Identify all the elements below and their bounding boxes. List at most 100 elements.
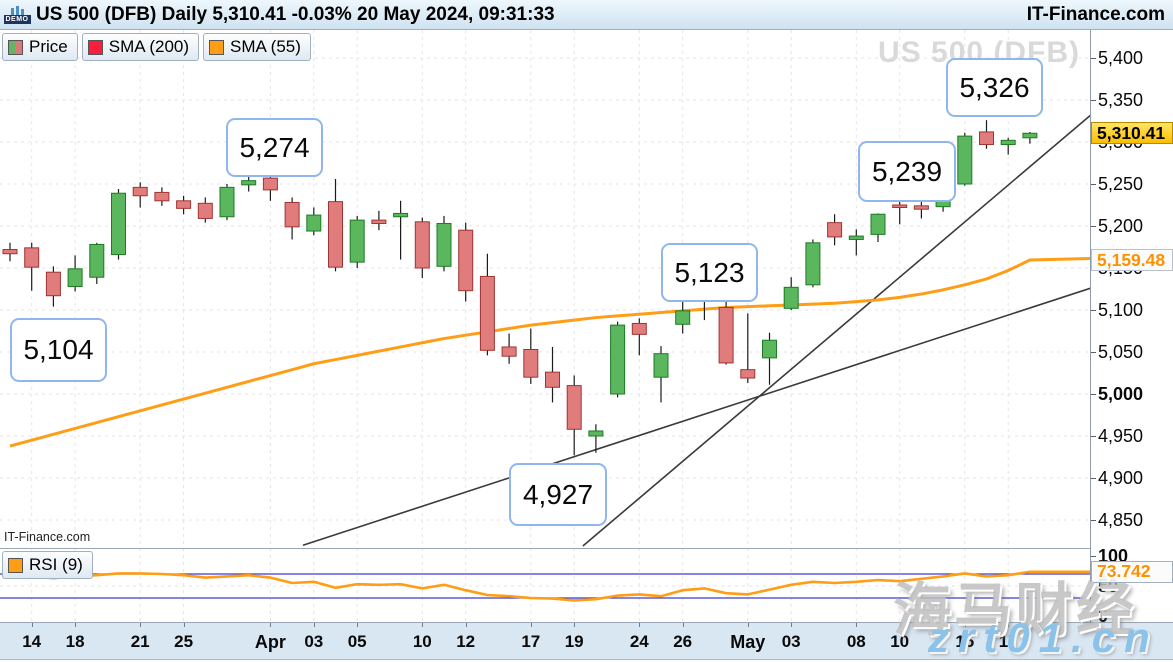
- date-tick: 21: [130, 632, 150, 651]
- tick-mark: [1091, 352, 1096, 353]
- tick-mark: [682, 623, 684, 627]
- date-tick: 15: [955, 632, 975, 651]
- brand-link[interactable]: IT-Finance.com: [1026, 3, 1165, 25]
- swing-label[interactable]: 5,274: [226, 118, 323, 177]
- panel-divider: [0, 548, 1173, 549]
- rsi-value-tag: 73.742: [1091, 560, 1173, 583]
- date-tick: 25: [174, 632, 194, 651]
- price-tick: 5,100: [1098, 300, 1144, 320]
- date-tick: May: [730, 632, 766, 652]
- sma200-swatch-icon: [87, 39, 103, 55]
- sma55-swatch-icon: [209, 39, 225, 55]
- price-swatch-icon: [8, 39, 23, 55]
- price-tick: 5,200: [1098, 216, 1144, 236]
- date-tick: 17: [998, 632, 1018, 651]
- swing-label[interactable]: 5,104: [10, 318, 107, 382]
- price-tick: 4,950: [1098, 426, 1144, 446]
- price-tick: 4,850: [1098, 510, 1144, 530]
- tick-mark: [639, 623, 641, 627]
- sma55-price-tag: 5,159.48: [1091, 249, 1173, 272]
- date-tick: 19: [564, 632, 584, 651]
- axis-border: [1090, 30, 1091, 622]
- main-legend: Price SMA (200) SMA (55): [2, 33, 311, 61]
- legend-price-chip[interactable]: Price: [2, 33, 78, 61]
- tick-mark: [1091, 394, 1096, 395]
- title-bar: DEMO US 500 (DFB) Daily 5,310.41 -0.03% …: [0, 0, 1173, 30]
- tick-mark: [313, 623, 315, 627]
- tick-mark: [422, 623, 424, 627]
- date-tick: 08: [846, 632, 866, 651]
- legend-sma55-chip[interactable]: SMA (55): [203, 33, 311, 61]
- tick-mark: [856, 623, 858, 627]
- date-tick: 18: [65, 632, 85, 651]
- price-tick: 5,050: [1098, 342, 1144, 362]
- tick-mark: [1091, 556, 1096, 557]
- rsi-swatch-icon: [8, 557, 23, 573]
- tick-mark: [270, 623, 272, 627]
- last-price-tag: 5,310.41: [1091, 122, 1173, 145]
- rsi-tick: 0: [1098, 606, 1109, 626]
- date-tick: Apr: [254, 632, 286, 652]
- tick-mark: [1091, 436, 1096, 437]
- date-tick: 10: [890, 632, 910, 651]
- tick-mark: [357, 623, 359, 627]
- date-tick: 03: [304, 632, 324, 651]
- tick-mark: [1091, 616, 1096, 617]
- tick-mark: [1008, 623, 1010, 627]
- date-tick: 10: [412, 632, 432, 651]
- legend-sma200-chip[interactable]: SMA (200): [81, 33, 200, 61]
- tick-mark: [791, 623, 793, 627]
- date-tick: 05: [347, 632, 367, 651]
- tick-mark: [1091, 184, 1096, 185]
- tick-mark: [964, 623, 966, 627]
- legend-sma55-label: SMA (55): [230, 37, 301, 56]
- date-tick: 12: [456, 632, 476, 651]
- demo-badge-icon: DEMO: [3, 3, 31, 27]
- price-axis[interactable]: 5,310.41 5,159.48 73.742 5,4005,3505,300…: [1091, 30, 1173, 626]
- tick-mark: [530, 623, 532, 627]
- legend-rsi-label: RSI (9): [29, 555, 83, 574]
- tick-mark: [1091, 310, 1096, 311]
- date-tick: 14: [22, 632, 42, 651]
- site-credit-text: IT-Finance.com: [4, 530, 91, 544]
- tick-mark: [465, 623, 467, 627]
- tick-mark: [1091, 58, 1096, 59]
- tick-mark: [1091, 520, 1096, 521]
- tick-mark: [747, 623, 749, 627]
- time-axis[interactable]: 14 18 21 25 Apr 03 05 10 12 17 19 24 26 May 03 08 10 15 17: [0, 623, 1173, 660]
- tick-mark: [574, 623, 576, 627]
- price-tick: 5,350: [1098, 90, 1144, 110]
- tick-mark: [183, 623, 185, 627]
- legend-sma200-label: SMA (200): [108, 37, 190, 56]
- tick-mark: [1091, 586, 1096, 587]
- tick-mark: [1091, 478, 1096, 479]
- date-tick: 24: [629, 632, 649, 651]
- price-tick: 5,400: [1098, 48, 1144, 68]
- date-tick: 17: [521, 632, 541, 651]
- rsi-chart-canvas[interactable]: [0, 548, 1090, 622]
- tick-mark: [899, 623, 901, 627]
- price-tick: 5,250: [1098, 174, 1144, 194]
- date-tick: 26: [673, 632, 693, 651]
- chart-title: US 500 (DFB) Daily 5,310.41 -0.03% 20 Ma…: [36, 3, 555, 25]
- swing-label[interactable]: 4,927: [509, 463, 607, 526]
- legend-rsi-chip[interactable]: RSI (9): [2, 551, 93, 579]
- price-tick: 5,000: [1098, 384, 1144, 404]
- tick-mark: [75, 623, 77, 627]
- tick-mark: [140, 623, 142, 627]
- tick-mark: [1091, 100, 1096, 101]
- swing-label[interactable]: 5,123: [661, 243, 758, 302]
- demo-badge-label: DEMO: [3, 14, 31, 24]
- rsi-legend: RSI (9): [2, 551, 93, 579]
- swing-label[interactable]: 5,326: [946, 58, 1043, 117]
- price-tick: 4,900: [1098, 468, 1144, 488]
- swing-label[interactable]: 5,239: [858, 141, 956, 202]
- tick-mark: [1091, 226, 1096, 227]
- price-chart-canvas[interactable]: [0, 30, 1090, 548]
- mini-candles-icon: [10, 5, 24, 15]
- rsi-divider: [0, 622, 1173, 623]
- legend-price-label: Price: [29, 37, 68, 56]
- date-tick: 03: [781, 632, 801, 651]
- tick-mark: [31, 623, 33, 627]
